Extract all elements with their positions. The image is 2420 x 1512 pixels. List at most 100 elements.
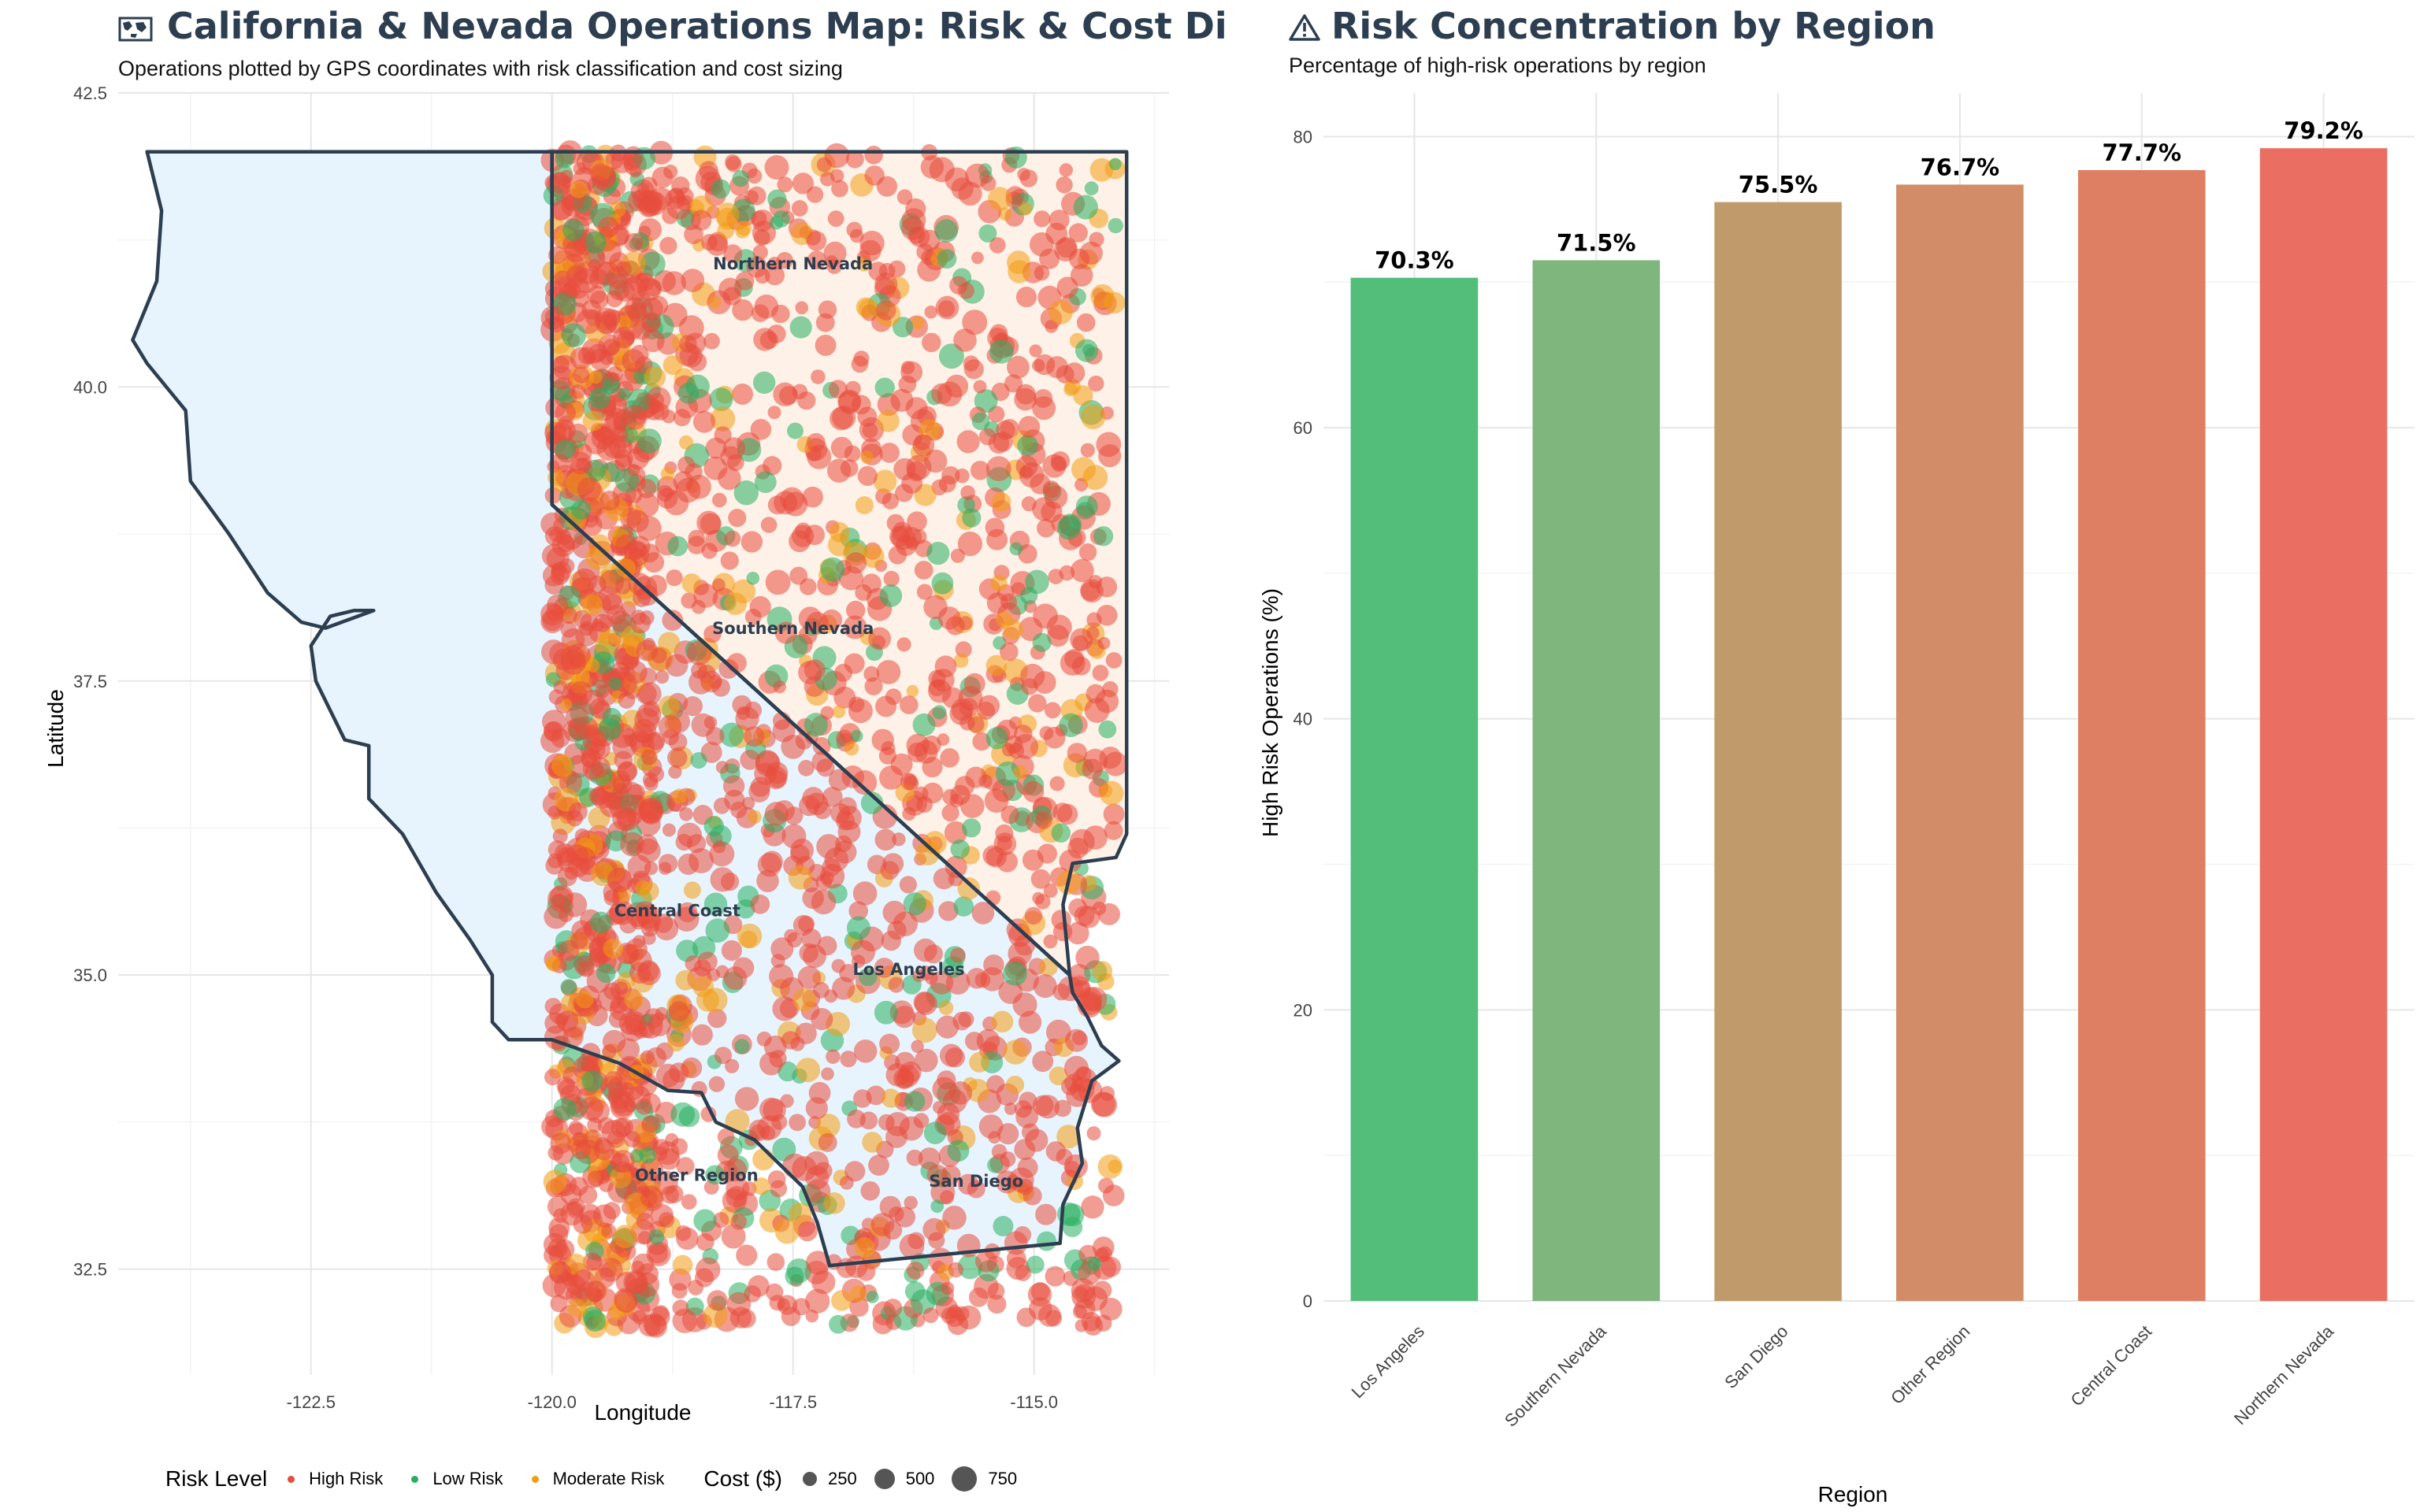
operation-point	[795, 301, 809, 315]
operation-point	[755, 750, 780, 774]
operation-point	[640, 190, 663, 213]
operation-point	[868, 627, 892, 650]
operation-point	[726, 1185, 748, 1208]
operation-point	[959, 698, 978, 717]
size-swatch-750	[952, 1466, 978, 1492]
operation-point	[622, 404, 648, 430]
operation-point	[1093, 526, 1114, 547]
operation-point	[1092, 961, 1113, 981]
operation-point	[1090, 284, 1115, 309]
operation-point	[1034, 265, 1050, 281]
operation-point	[898, 375, 917, 394]
operation-point	[1015, 287, 1037, 308]
operation-point	[900, 773, 918, 791]
operation-point	[800, 578, 817, 595]
operation-point	[853, 350, 870, 367]
operation-point	[1032, 497, 1056, 521]
operation-point	[1034, 210, 1051, 228]
operation-point	[711, 179, 731, 199]
operation-point	[806, 231, 827, 251]
operation-point	[937, 300, 956, 317]
operation-point	[973, 380, 987, 394]
operation-point	[1043, 934, 1058, 949]
operation-point	[622, 728, 635, 741]
operation-point	[879, 1033, 900, 1054]
bar-series	[1350, 148, 2388, 1302]
operation-point	[911, 1017, 937, 1043]
operation-point	[640, 313, 660, 333]
operation-point	[549, 365, 573, 390]
operation-point	[721, 939, 743, 962]
operation-point	[914, 938, 937, 962]
operation-point	[591, 427, 614, 450]
operation-point	[570, 346, 592, 369]
operation-point	[1071, 558, 1094, 583]
operation-point	[753, 328, 777, 351]
operation-point	[748, 1275, 770, 1297]
operation-point	[906, 1149, 923, 1166]
operation-point	[1075, 1319, 1089, 1332]
operation-point	[714, 1047, 732, 1065]
bar-y-tick-label: 20	[1294, 1000, 1312, 1020]
operation-point	[797, 965, 822, 990]
operation-point	[885, 1063, 910, 1087]
bar-san-diego	[1714, 202, 1842, 1302]
operation-point	[1056, 276, 1078, 298]
risk-legend-title: Risk Level	[165, 1466, 268, 1491]
operation-point	[740, 531, 763, 553]
operation-point	[590, 757, 611, 777]
operation-point	[883, 1221, 903, 1240]
operation-point	[696, 510, 722, 536]
operation-point	[720, 551, 739, 570]
bar-category-label: Other Region	[1887, 1321, 1973, 1408]
operation-point	[556, 1077, 575, 1095]
operation-point	[584, 231, 607, 254]
operation-point	[707, 1290, 728, 1311]
operation-point	[1060, 650, 1086, 676]
operation-point	[549, 528, 562, 542]
operation-point	[774, 491, 798, 515]
operation-point	[933, 868, 955, 890]
operation-point	[824, 143, 850, 169]
operation-point	[829, 522, 850, 543]
operation-point	[930, 970, 954, 995]
bar-chart: 70.3% 71.5% 75.5% 76.7% 77.7% 79.2% Los Angel…	[1258, 93, 2414, 1506]
region-label: San Diego	[929, 1172, 1023, 1191]
operation-point	[763, 1035, 787, 1058]
operation-point	[904, 1091, 926, 1112]
operation-point	[624, 989, 644, 1010]
operation-point	[710, 867, 735, 892]
operation-point	[1013, 765, 1027, 780]
operation-point	[878, 262, 896, 280]
operation-point	[983, 954, 1004, 976]
operation-point	[1108, 217, 1123, 234]
operation-point	[1032, 632, 1052, 652]
operation-point	[678, 1106, 700, 1128]
bar-other-region	[1896, 184, 2024, 1301]
operation-point	[948, 1262, 964, 1278]
operation-point	[579, 1096, 604, 1121]
operation-point	[551, 356, 570, 373]
operation-point	[1037, 1231, 1057, 1251]
operation-point	[681, 269, 705, 292]
operation-point	[926, 1164, 948, 1186]
bar-y-tick-label: 80	[1294, 127, 1312, 146]
operation-point	[953, 896, 974, 917]
operation-point	[995, 762, 1020, 787]
operation-point	[926, 542, 950, 565]
operation-point	[875, 300, 896, 321]
operation-point	[603, 938, 624, 959]
operation-point	[859, 967, 878, 987]
operation-point	[683, 881, 701, 899]
operation-point	[648, 765, 665, 783]
california-border	[131, 150, 1121, 1268]
operation-point	[901, 208, 926, 233]
operation-point	[553, 1098, 577, 1121]
operation-point	[796, 1058, 821, 1083]
operation-point	[718, 277, 742, 301]
operation-point	[971, 412, 990, 431]
operation-point	[804, 713, 828, 737]
operation-point	[877, 410, 900, 432]
operation-point	[746, 168, 763, 184]
operation-point	[699, 161, 718, 180]
